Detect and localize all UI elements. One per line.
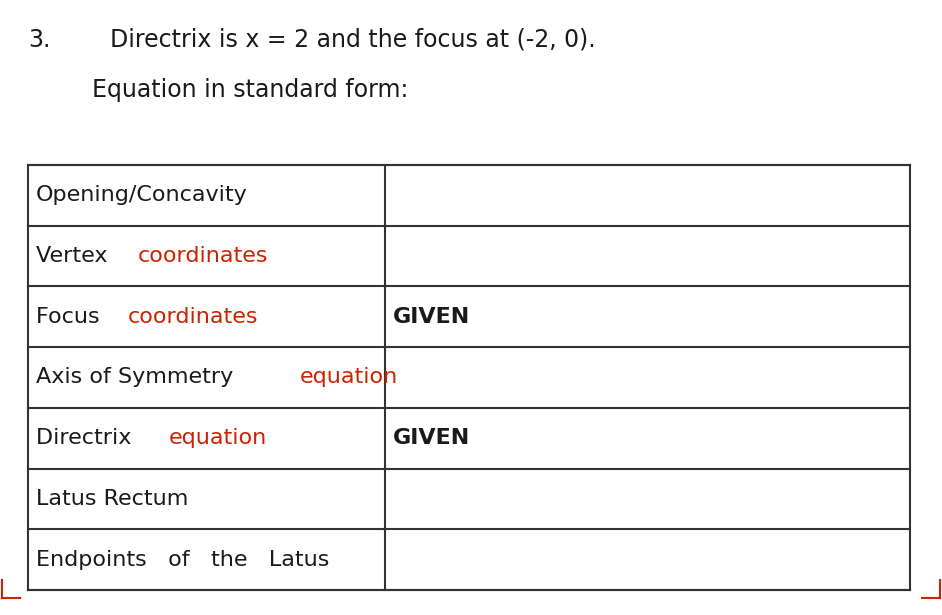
Text: Endpoints   of   the   Latus: Endpoints of the Latus [36,550,330,569]
Text: Directrix: Directrix [36,428,138,448]
Text: GIVEN: GIVEN [393,307,470,327]
Text: Latus Rectum: Latus Rectum [36,489,188,509]
Text: Opening/Concavity: Opening/Concavity [36,185,248,205]
Text: equation: equation [300,368,398,387]
Text: Equation in standard form:: Equation in standard form: [92,78,409,102]
Text: Directrix is x = 2 and the focus at (-2, 0).: Directrix is x = 2 and the focus at (-2,… [110,28,595,52]
Text: coordinates: coordinates [127,307,258,327]
Text: coordinates: coordinates [138,246,268,266]
Bar [28,165,910,590]
Text: 3.: 3. [28,28,50,52]
Text: Focus: Focus [36,307,106,327]
Text: Axis of Symmetry: Axis of Symmetry [36,368,240,387]
Text: GIVEN: GIVEN [393,428,470,448]
Text: equation: equation [169,428,267,448]
Text: Vertex: Vertex [36,246,115,266]
